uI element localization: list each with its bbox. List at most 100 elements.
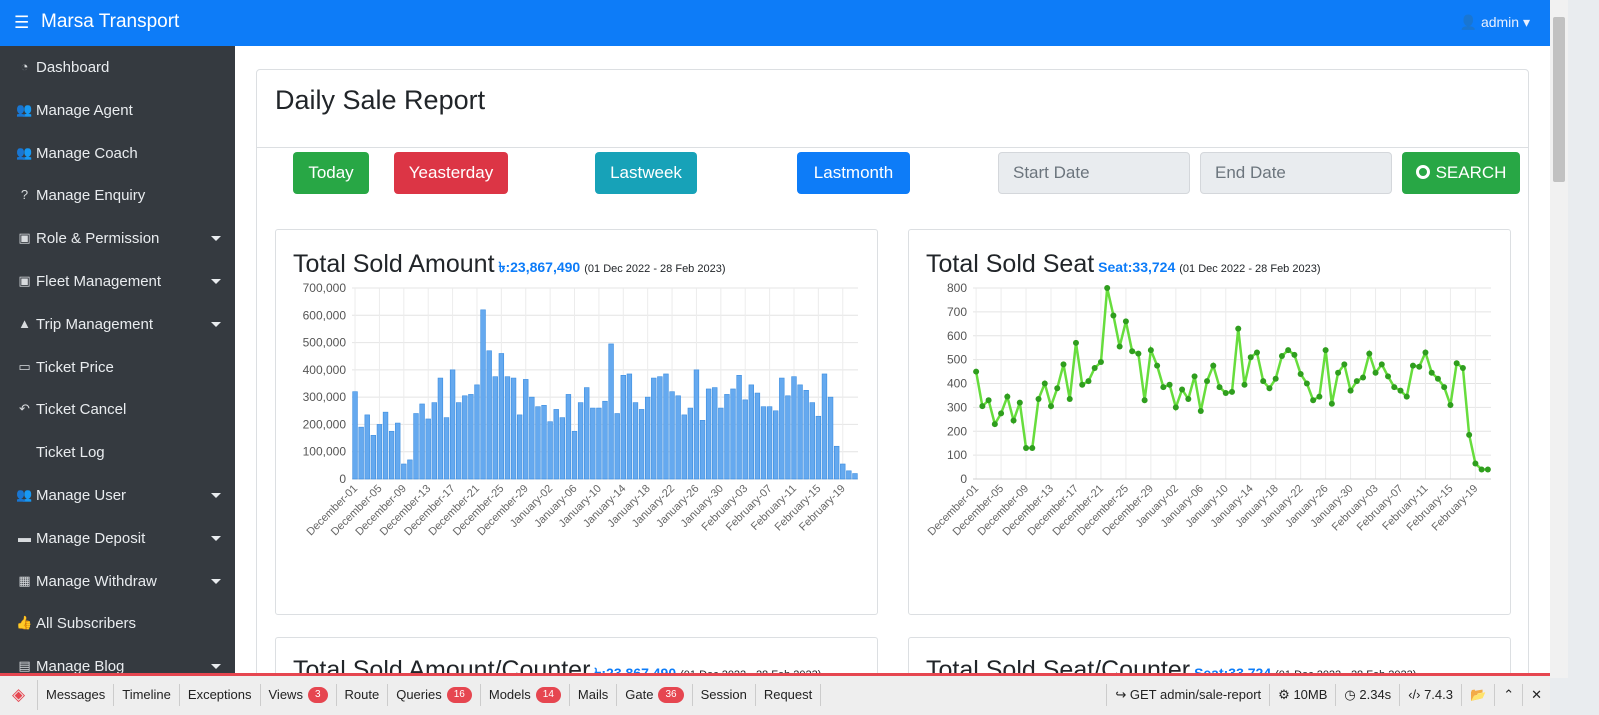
data-point xyxy=(1191,373,1198,380)
sidebar-item-ticket-cancel[interactable]: ↶ Ticket Cancel xyxy=(0,389,235,431)
sidebar-item-role-permission[interactable]: ▣ Role & Permission xyxy=(0,218,235,260)
users-icon: 👥 xyxy=(16,144,33,160)
bar xyxy=(541,405,547,480)
sidebar-item-fleet-management[interactable]: ▣ Fleet Management xyxy=(0,261,235,303)
users-icon: 👥 xyxy=(16,487,33,502)
sidebar-item-label: Ticket Price xyxy=(36,358,114,376)
sidebar-item-label: Manage Withdraw xyxy=(36,572,157,590)
data-point xyxy=(1160,384,1167,391)
data-point xyxy=(1328,400,1335,407)
data-point xyxy=(979,403,986,410)
data-point xyxy=(1291,351,1298,358)
sidebar-item-manage-deposit[interactable]: ▬ Manage Deposit xyxy=(0,518,235,560)
brand-title[interactable]: Marsa Transport xyxy=(41,11,180,32)
bar xyxy=(833,445,840,480)
open-folder-button[interactable]: 📂 xyxy=(1461,684,1494,706)
debugbar-tab-request[interactable]: Request xyxy=(756,684,822,706)
y-tick-label: 700 xyxy=(947,305,967,319)
debugbar-tab-session[interactable]: Session xyxy=(693,684,756,706)
data-point xyxy=(1341,361,1348,368)
thumbs-up-icon: 👍 xyxy=(16,615,33,631)
scrollbar-thumb[interactable] xyxy=(1553,17,1565,182)
debugbar-tab-models[interactable]: Models 14 xyxy=(481,684,570,706)
sidebar-item-label: Role & Permission xyxy=(36,230,160,248)
bar xyxy=(516,414,523,480)
y-tick-label: 600 xyxy=(947,329,967,343)
sidebar-item-manage-enquiry[interactable]: ? Manage Enquiry xyxy=(0,175,235,217)
bar xyxy=(559,417,566,480)
data-point xyxy=(1397,387,1404,394)
bar xyxy=(681,414,687,480)
sidebar-item-label: Manage Coach xyxy=(36,144,138,162)
bar xyxy=(785,395,791,480)
debugbar-tab-messages[interactable]: Messages xyxy=(38,684,115,706)
bar xyxy=(358,426,364,480)
sidebar-item-label: Manage Deposit xyxy=(36,529,146,547)
chart-total-value: Seat:33,724 xyxy=(1098,259,1176,275)
chart-title-text: Total Sold Amount xyxy=(293,250,495,278)
bar xyxy=(535,406,541,480)
sidebar-item-manage-user[interactable]: 👥 Manage User xyxy=(0,475,235,517)
maximize-button[interactable]: ⌃ xyxy=(1494,684,1522,706)
debugbar-tab-timeline[interactable]: Timeline xyxy=(114,684,180,706)
bar xyxy=(754,392,761,480)
data-point xyxy=(1010,417,1017,424)
sidebar-item-ticket-log[interactable]: Ticket Log xyxy=(0,432,235,474)
debugbar-tab-gate[interactable]: Gate 36 xyxy=(617,684,693,706)
bar xyxy=(644,396,651,480)
bar xyxy=(736,375,742,480)
user-menu[interactable]: 👤 admin ▾ xyxy=(1460,14,1530,31)
bar xyxy=(809,402,815,480)
end-date-input[interactable]: End Date xyxy=(1200,152,1392,194)
lastmonth-button[interactable]: Lastmonth xyxy=(797,152,910,194)
bar xyxy=(364,414,370,480)
sidebar-item-all-subscribers[interactable]: 👍 All Subscribers xyxy=(0,603,235,645)
sidebar-item-manage-coach[interactable]: 👥 Manage Coach xyxy=(0,133,235,175)
bar xyxy=(815,415,822,480)
data-point xyxy=(1385,373,1392,380)
debugbar-tab-mails[interactable]: Mails xyxy=(570,684,618,706)
sidebar-item-label: All Subscribers xyxy=(36,615,137,633)
bar xyxy=(626,373,633,480)
search-button[interactable]: SEARCH xyxy=(1402,152,1520,194)
data-point xyxy=(1391,384,1398,391)
lastweek-button[interactable]: Lastweek xyxy=(595,152,697,194)
data-point xyxy=(1472,460,1479,467)
bar xyxy=(730,388,736,480)
bar xyxy=(395,422,401,480)
caret-down-icon xyxy=(211,279,221,284)
hamburger-menu-icon[interactable]: ☰ xyxy=(14,13,30,32)
request-info[interactable]: ↪ GET admin/sale-report xyxy=(1106,684,1269,706)
bar xyxy=(407,459,413,480)
sidebar-item-manage-blog[interactable]: ▤ Manage Blog xyxy=(0,646,235,678)
start-date-input[interactable]: Start Date xyxy=(998,152,1190,194)
debugbar-tab-views[interactable]: Views 3 xyxy=(261,684,337,706)
data-point xyxy=(1316,393,1323,400)
bar xyxy=(821,373,828,480)
laravel-logo-icon[interactable]: ◈ xyxy=(0,680,38,710)
sidebar-item-manage-agent[interactable]: 👥 Manage Agent xyxy=(0,90,235,132)
debugbar-tab-route[interactable]: Route xyxy=(337,684,389,706)
data-point xyxy=(1459,364,1466,371)
bus-icon: ▣ xyxy=(18,273,31,288)
bar xyxy=(529,396,535,480)
chart-title: Total Sold Seat Seat:33,724 (01 Dec 2022 -… xyxy=(926,250,1321,279)
sidebar-item-ticket-price[interactable]: ▭ Ticket Price xyxy=(0,347,235,389)
data-point xyxy=(1272,375,1279,382)
today-button[interactable]: Today xyxy=(293,152,369,194)
sidebar-item-manage-withdraw[interactable]: ▦ Manage Withdraw xyxy=(0,561,235,603)
caret-down-icon xyxy=(211,493,221,498)
debugbar-tab-queries[interactable]: Queries 16 xyxy=(388,684,481,706)
bar xyxy=(791,376,797,480)
sidebar-item-dashboard[interactable]: ◔ Dashboard xyxy=(0,47,235,89)
caret-down-icon xyxy=(211,236,221,242)
debugbar-tab-exceptions[interactable]: Exceptions xyxy=(180,684,261,706)
y-tick-label: 0 xyxy=(339,472,346,486)
page-scrollbar[interactable] xyxy=(1550,0,1568,678)
sidebar-item-trip-management[interactable]: ▲ Trip Management xyxy=(0,304,235,346)
yesterday-button[interactable]: Yeasterday xyxy=(394,152,508,194)
close-debugbar-button[interactable]: ✕ xyxy=(1522,684,1550,706)
data-point xyxy=(1185,396,1192,403)
page-title: Daily Sale Report xyxy=(275,85,486,115)
bar xyxy=(523,379,529,480)
